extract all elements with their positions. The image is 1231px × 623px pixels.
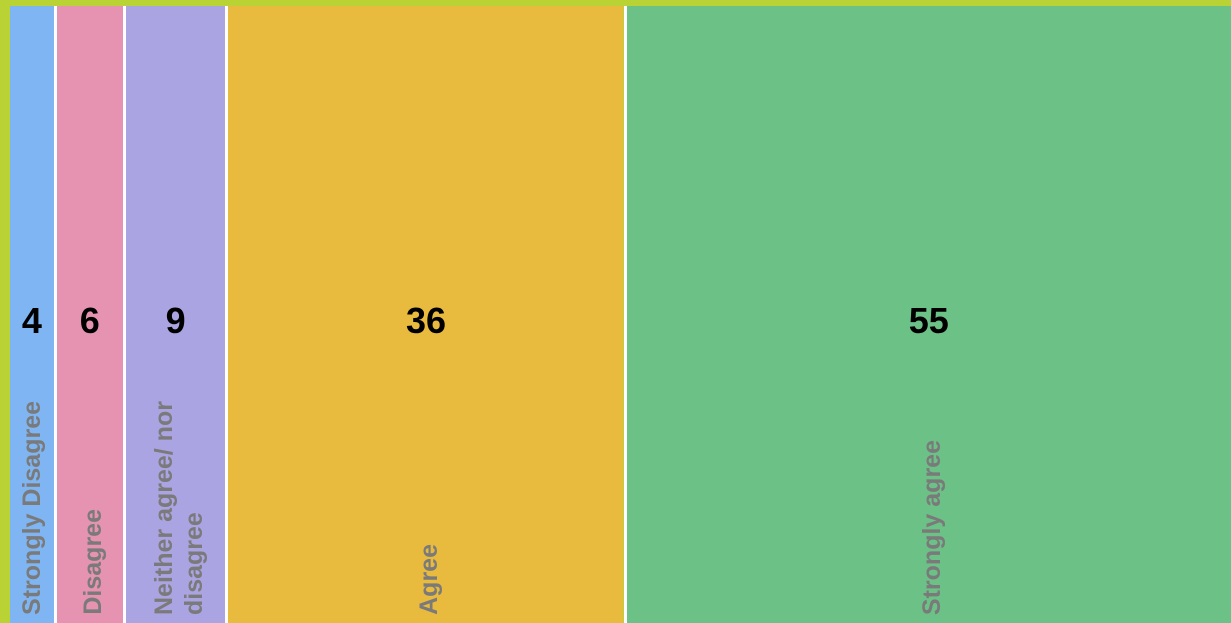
segment: 9 Neither agree/ nor disagree: [123, 6, 225, 623]
value-label: 55: [908, 300, 949, 341]
value-label: 9: [165, 300, 186, 341]
category-label: Strongly agree: [918, 439, 947, 615]
category-label: Neither agree/ nor disagree: [150, 401, 209, 615]
segment: 4 Strongly Disagree: [10, 6, 54, 623]
category-label: Disagree: [79, 509, 108, 615]
segment: 36 Agree: [225, 6, 624, 623]
value-label: 36: [405, 300, 446, 341]
segment: 55 Strongly agree: [624, 6, 1231, 623]
value-label: 6: [79, 300, 100, 341]
segment: 6 Disagree: [53, 6, 123, 623]
category-label: Agree: [415, 544, 444, 615]
value-label: 4: [21, 300, 42, 341]
category-label: Strongly Disagree: [17, 401, 46, 615]
